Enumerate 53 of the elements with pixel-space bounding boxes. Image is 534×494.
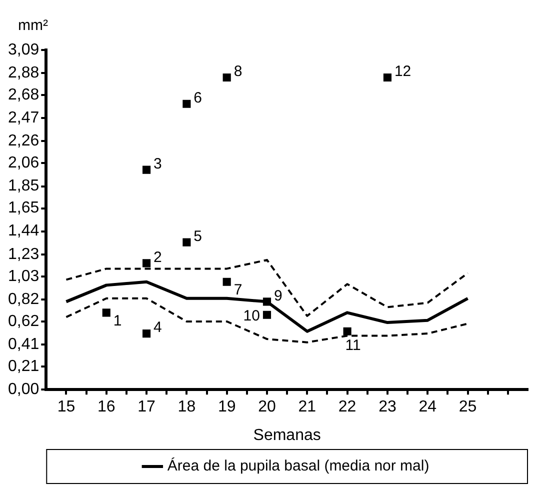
y-tick-label: 0,21 <box>8 358 40 375</box>
y-tick-label: 0,00 <box>8 381 40 398</box>
y-tick-label: 0,41 <box>8 336 40 353</box>
x-tick-label: 18 <box>178 398 196 416</box>
annotation: 7 <box>234 282 242 299</box>
y-tick-label: 1,85 <box>8 178 40 195</box>
annotation: 12 <box>394 63 412 80</box>
y-tick-label: 1,03 <box>8 268 40 285</box>
x-tick-label: 23 <box>378 398 396 416</box>
x-tick-label: 21 <box>298 398 316 416</box>
x-tick-label: 19 <box>218 398 236 416</box>
x-tick-label: 16 <box>97 398 116 416</box>
point <box>182 100 191 108</box>
annotation: 9 <box>274 287 282 304</box>
y-tick-label: 0,62 <box>8 312 40 330</box>
point <box>383 73 392 82</box>
annotation: 4 <box>154 319 162 336</box>
x-axis-title: Semanas <box>253 426 321 444</box>
legend-label: Área de la pupila basal (media nor mal) <box>167 456 430 475</box>
annotation: 5 <box>194 228 202 245</box>
annotation: 1 <box>113 312 122 330</box>
point <box>142 330 151 338</box>
y-tick-label: 2,26 <box>8 132 40 150</box>
annotation: 2 <box>154 248 162 266</box>
y-tick-label: 2,88 <box>8 64 40 82</box>
point <box>142 166 151 174</box>
annotation: 6 <box>194 89 202 106</box>
y-tick-label: 2,68 <box>8 86 40 104</box>
y-tick-label: 0,82 <box>8 290 40 308</box>
x-tick-label: 22 <box>338 398 356 416</box>
y-tick-label: 1,65 <box>8 200 40 217</box>
y-tick-label: 2,47 <box>8 110 40 127</box>
y-tick-label: 3,09 <box>8 41 40 58</box>
y-tick-label: 1,23 <box>8 246 40 263</box>
point <box>142 259 151 268</box>
annotation: 3 <box>154 155 162 172</box>
point <box>343 327 352 336</box>
annotation: 10 <box>243 308 260 325</box>
annotation: 8 <box>234 63 242 80</box>
y-tick-label: 2,06 <box>8 154 40 172</box>
x-tick-label: 25 <box>458 398 477 416</box>
x-tick-label: 17 <box>138 398 156 416</box>
x-tick-label: 24 <box>418 398 437 416</box>
annotation: 11 <box>345 336 361 354</box>
point <box>222 73 231 82</box>
point <box>262 310 272 319</box>
y-axis-title: mm² <box>18 17 48 34</box>
point <box>182 238 191 246</box>
point <box>222 278 231 286</box>
x-tick-label: 20 <box>258 398 276 416</box>
point <box>102 308 110 317</box>
y-tick-label: 1,44 <box>8 222 40 240</box>
x-tick-label: 15 <box>57 398 76 416</box>
